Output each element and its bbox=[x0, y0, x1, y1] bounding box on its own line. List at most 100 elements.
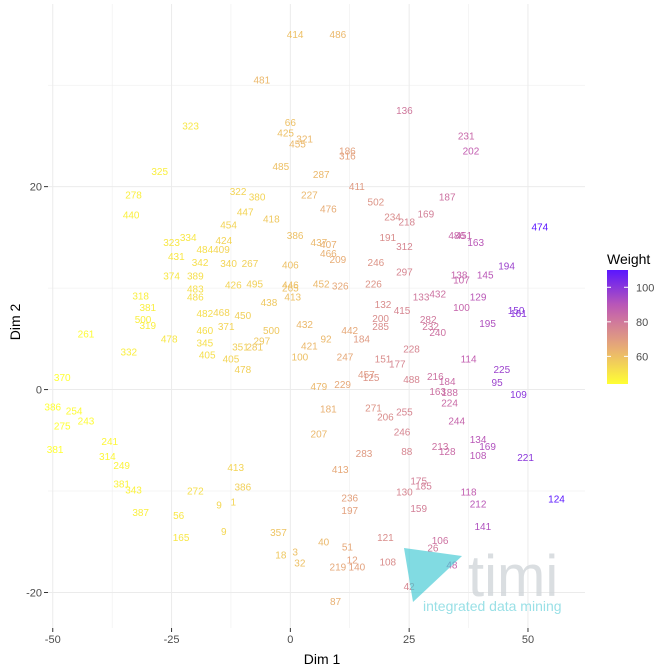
data-point-label: 455 bbox=[289, 140, 306, 151]
watermark-brand: timi bbox=[468, 544, 558, 609]
data-point-label: 151 bbox=[375, 355, 392, 366]
data-point-label: 247 bbox=[337, 353, 354, 364]
data-point-label: 32 bbox=[294, 559, 306, 570]
data-point-label: 234 bbox=[384, 213, 401, 224]
data-point-label: 438 bbox=[261, 298, 278, 309]
data-point-label: 227 bbox=[301, 190, 318, 201]
data-point-label: 100 bbox=[292, 353, 309, 364]
legend-colorbar bbox=[607, 270, 628, 384]
data-point-label: 454 bbox=[220, 221, 237, 232]
data-point-label: 26 bbox=[427, 543, 439, 554]
data-point-label: 249 bbox=[113, 461, 130, 472]
data-point-label: 495 bbox=[246, 280, 263, 291]
data-point-label: 386 bbox=[44, 402, 61, 413]
data-point-label: 340 bbox=[220, 259, 237, 270]
watermark-logo-icon bbox=[404, 548, 462, 602]
data-point-label: 409 bbox=[213, 245, 230, 256]
data-point-label: 413 bbox=[227, 463, 244, 474]
x-tick-label: 0 bbox=[287, 634, 293, 646]
data-point-label: 228 bbox=[403, 344, 420, 355]
legend-title: Weight bbox=[607, 251, 650, 267]
data-point-label: 323 bbox=[163, 238, 180, 249]
data-point-label: 209 bbox=[330, 255, 347, 266]
data-point-label: 246 bbox=[394, 428, 411, 439]
data-point-label: 213 bbox=[432, 442, 449, 453]
data-point-label: 169 bbox=[479, 442, 496, 453]
data-point-label: 163 bbox=[467, 238, 484, 249]
axes: -50 -25 0 25 50 -20 0 20 bbox=[26, 182, 534, 646]
data-point-label: 351 bbox=[232, 342, 249, 353]
data-point-label: 457 bbox=[358, 370, 375, 381]
data-point-label: 3 bbox=[292, 547, 298, 558]
data-point-label: 56 bbox=[173, 511, 185, 522]
data-point-label: 407 bbox=[320, 240, 337, 251]
data-point-label: 342 bbox=[192, 258, 209, 269]
data-point-label: 150 bbox=[508, 306, 525, 317]
data-point-label: 108 bbox=[470, 451, 487, 462]
data-point-label: 440 bbox=[123, 211, 140, 222]
data-point-label: 265 bbox=[282, 284, 299, 295]
data-point-label: 145 bbox=[477, 270, 494, 281]
data-point-label: 194 bbox=[498, 261, 515, 272]
data-point-label: 424 bbox=[215, 236, 232, 247]
data-point-label: 231 bbox=[458, 131, 475, 142]
data-point-label: 18 bbox=[275, 550, 287, 561]
data-point-label: 321 bbox=[296, 134, 313, 145]
data-point-label: 109 bbox=[510, 390, 527, 401]
x-tick-label: 50 bbox=[522, 634, 534, 646]
data-point-label: 161 bbox=[510, 309, 527, 320]
data-point-label: 437 bbox=[311, 238, 328, 249]
data-point-label: 283 bbox=[356, 449, 373, 460]
legend-tick-label: 60 bbox=[636, 351, 648, 363]
data-point-label: 261 bbox=[78, 329, 95, 340]
watermark: timi integrated data mining bbox=[404, 544, 562, 614]
data-point-label: 40 bbox=[318, 537, 330, 548]
data-point-label: 1 bbox=[231, 498, 237, 509]
data-point-label: 502 bbox=[368, 197, 385, 208]
data-point-label: 418 bbox=[263, 215, 280, 226]
data-point-label: 357 bbox=[270, 528, 287, 539]
data-point-label: 431 bbox=[168, 252, 185, 263]
x-axis-title: Dim 1 bbox=[304, 651, 341, 667]
data-point-label: 241 bbox=[101, 437, 118, 448]
data-point-label: 165 bbox=[173, 533, 190, 544]
data-point-label: 12 bbox=[347, 556, 359, 567]
data-point-label: 138 bbox=[451, 270, 468, 281]
data-point-label: 216 bbox=[427, 372, 444, 383]
data-point-label: 254 bbox=[66, 406, 83, 417]
data-point-label: 476 bbox=[320, 204, 337, 215]
data-point-label: 278 bbox=[125, 190, 142, 201]
data-point-label: 175 bbox=[410, 476, 427, 487]
data-point-label: 9 bbox=[216, 501, 222, 512]
data-point-label: 386 bbox=[234, 482, 251, 493]
data-point-label: 221 bbox=[517, 453, 534, 464]
data-point-label: 271 bbox=[365, 403, 382, 414]
data-point-label: 219 bbox=[330, 563, 347, 574]
data-point-label: 272 bbox=[187, 487, 204, 498]
data-point-label: 486 bbox=[187, 293, 204, 304]
data-point-label: 184 bbox=[439, 377, 456, 388]
data-point-label: 207 bbox=[311, 430, 328, 441]
data-point-label: 202 bbox=[463, 147, 480, 158]
data-point-label: 479 bbox=[311, 382, 328, 393]
data-point-label: 468 bbox=[213, 308, 230, 319]
data-point-label: 42 bbox=[404, 582, 416, 593]
data-point-label: 500 bbox=[135, 315, 152, 326]
data-point-label: 87 bbox=[330, 597, 342, 608]
data-point-label: 486 bbox=[448, 231, 465, 242]
data-point-label: 206 bbox=[377, 412, 394, 423]
data-point-label: 381 bbox=[139, 303, 156, 314]
plot-area bbox=[48, 4, 585, 628]
data-point-label: 381 bbox=[47, 445, 64, 456]
data-point-label: 323 bbox=[182, 121, 199, 132]
data-point-label: 460 bbox=[196, 326, 213, 337]
data-point-label: 297 bbox=[396, 267, 413, 278]
data-point-label: 413 bbox=[284, 293, 301, 304]
data-point-label: 240 bbox=[429, 328, 446, 339]
data-point-label: 297 bbox=[254, 336, 271, 347]
data-point-label: 318 bbox=[132, 292, 149, 303]
data-point-label: 224 bbox=[441, 398, 458, 409]
data-point-label: 187 bbox=[439, 192, 456, 203]
data-point-label: 432 bbox=[296, 320, 313, 331]
